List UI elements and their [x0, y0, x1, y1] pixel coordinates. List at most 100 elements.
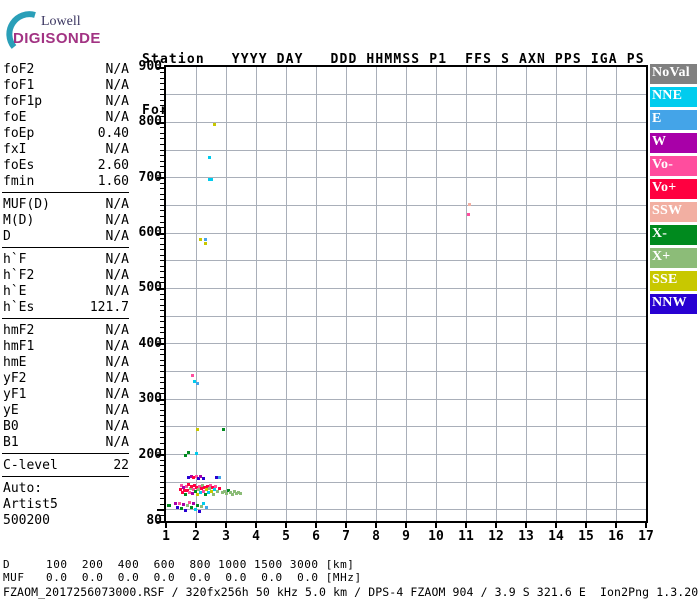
y-axis-tick — [160, 470, 164, 472]
x-axis-tick-label: 1 — [162, 529, 170, 544]
x-axis-tick-label: 9 — [402, 529, 410, 544]
param-value: N/A — [105, 94, 129, 109]
param-value: N/A — [105, 403, 129, 418]
echo-data-point — [179, 487, 183, 491]
x-axis-tick-label: 5 — [282, 529, 290, 544]
echo-data-point — [186, 451, 190, 455]
panel-separator — [2, 192, 129, 193]
echo-data-point — [218, 475, 222, 479]
legend-label: SSW — [652, 203, 683, 218]
echo-data-point — [180, 491, 184, 495]
y-axis-tick-label: 500 — [138, 280, 162, 296]
echo-data-point — [188, 501, 192, 505]
x-axis-tick-label: 3 — [222, 529, 230, 544]
y-axis-tick — [160, 72, 164, 74]
param-row: fmin 1.60 — [3, 174, 129, 189]
y-axis-tick — [160, 210, 164, 212]
y-axis-tick — [160, 415, 164, 417]
echo-data-point — [183, 509, 187, 513]
param-row: MUF(D) N/A — [3, 197, 129, 212]
echo-data-point — [186, 503, 189, 507]
param-row: yF1 N/A — [3, 387, 129, 402]
x-axis-tick — [615, 523, 617, 528]
y-axis-tick-label: 300 — [138, 391, 162, 407]
echo-direction-legend: NoVal NNE E W Vo- Vo+ SSW X- X+ SSE NNW — [650, 64, 697, 317]
y-axis-tick — [157, 66, 164, 69]
param-value: 22 — [113, 458, 129, 473]
legend-item: W — [650, 133, 697, 153]
echo-data-point — [204, 488, 208, 492]
echo-data-point — [189, 487, 192, 491]
param-value: N/A — [105, 110, 129, 125]
echo-data-point — [180, 484, 183, 487]
logo-lowell-text: Lowell — [41, 14, 81, 29]
param-row: B1 N/A — [3, 435, 129, 450]
echo-data-point — [195, 503, 199, 507]
y-axis-tick — [160, 88, 164, 90]
y-axis-tick — [160, 371, 164, 372]
x-axis-tick — [555, 523, 557, 528]
y-axis-tick-label: 80 — [146, 513, 162, 528]
y-axis-tick — [160, 310, 164, 312]
legend-item: Vo- — [650, 156, 697, 176]
x-axis-tick — [255, 523, 257, 528]
y-axis-tick — [160, 110, 164, 112]
gridline-horizontal — [166, 149, 646, 151]
param-value: N/A — [105, 339, 129, 354]
echo-data-point — [192, 475, 195, 479]
y-axis-tick — [160, 221, 164, 223]
echo-data-point — [194, 508, 198, 512]
legend-label: Vo- — [652, 157, 674, 172]
echo-data-point — [215, 475, 219, 479]
param-label: foEp — [3, 126, 35, 141]
y-axis-tick — [160, 299, 164, 301]
x-axis-tick-label: 6 — [312, 529, 320, 544]
y-axis-tick — [157, 287, 164, 290]
gridline-vertical — [465, 67, 467, 521]
echo-data-point — [200, 487, 204, 491]
param-label: hmE — [3, 355, 27, 370]
muf-values-row: MUF 0.0 0.0 0.0 0.0 0.0 0.0 0.0 0.0 [MHz… — [3, 571, 362, 584]
echo-data-point — [195, 493, 199, 497]
y-axis-tick — [160, 238, 164, 240]
gridline-vertical — [435, 67, 437, 521]
echo-data-point — [183, 453, 187, 457]
x-axis-tick — [165, 523, 167, 528]
gridline-vertical — [315, 67, 317, 521]
lowell-digisonde-logo: Lowell DIGISONDE — [4, 6, 124, 54]
gridline-horizontal — [166, 121, 646, 123]
param-value: N/A — [105, 229, 129, 244]
y-axis-tick — [160, 420, 164, 422]
param-value: N/A — [105, 62, 129, 77]
x-axis-tick — [195, 523, 197, 528]
y-axis-tick — [160, 271, 164, 273]
echo-data-point — [195, 427, 199, 431]
echo-data-point — [228, 491, 232, 495]
y-axis-tick — [160, 160, 164, 162]
param-value: N/A — [105, 213, 129, 228]
y-axis-tick — [160, 166, 164, 168]
gridline-vertical — [225, 67, 227, 521]
echo-data-point — [198, 475, 202, 479]
param-row: foE N/A — [3, 110, 129, 125]
echo-data-point — [213, 488, 216, 492]
y-axis-tick — [160, 498, 164, 500]
y-axis-tick — [160, 409, 164, 411]
gridline-vertical — [585, 67, 587, 521]
param-label: yF1 — [3, 387, 27, 402]
param-label: yE — [3, 403, 19, 418]
panel-separator — [2, 476, 129, 477]
y-axis-tick — [160, 227, 164, 229]
echo-data-point — [200, 505, 204, 509]
x-axis-tick — [495, 523, 497, 528]
legend-label: NNW — [652, 295, 687, 310]
legend-item: SSE — [650, 271, 697, 291]
panel-separator — [2, 453, 129, 454]
y-axis-tick — [157, 343, 164, 346]
y-axis-tick — [160, 149, 164, 151]
echo-data-point — [221, 491, 225, 495]
y-axis-tick — [160, 282, 164, 284]
echo-data-point — [188, 491, 192, 495]
echo-data-point — [207, 156, 211, 160]
echo-data-point — [192, 484, 196, 487]
